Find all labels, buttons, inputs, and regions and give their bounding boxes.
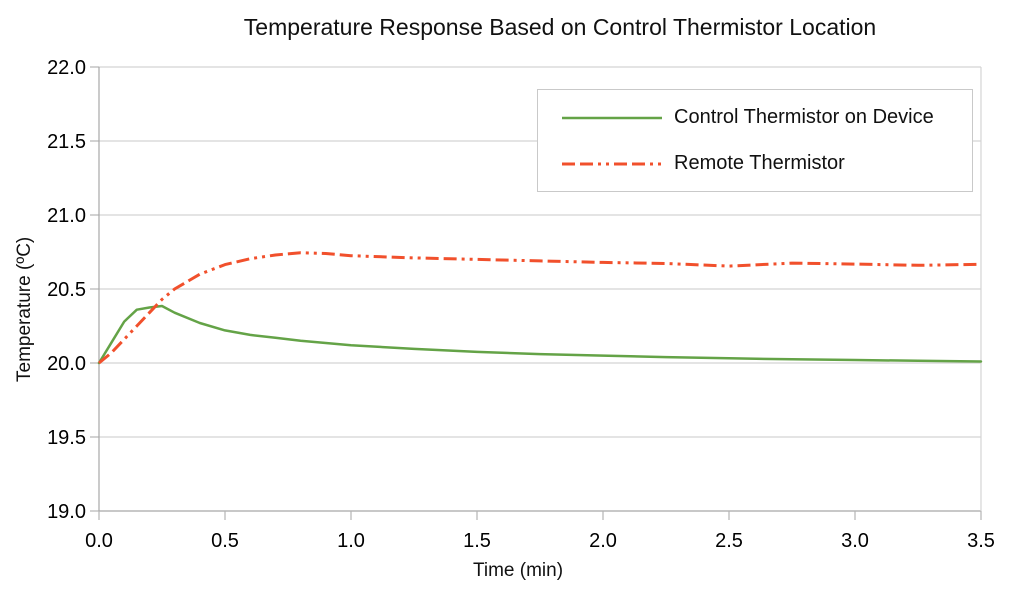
x-tick-label: 3.0 xyxy=(841,530,869,552)
x-tick-label: 0.0 xyxy=(85,530,113,552)
series-line-1 xyxy=(98,251,982,365)
x-tick-label: 1.5 xyxy=(463,530,491,552)
y-tick-label: 19.0 xyxy=(47,501,86,523)
y-tick-label: 21.5 xyxy=(47,131,86,153)
x-tick-label: 2.5 xyxy=(715,530,743,552)
legend-line-control-icon xyxy=(562,116,662,119)
legend-label-control: Control Thermistor on Device xyxy=(674,106,934,128)
y-axis-title: Temperature (ºC) xyxy=(14,236,35,383)
y-tick-label: 19.5 xyxy=(47,427,86,449)
legend-label-remote: Remote Thermistor xyxy=(674,152,845,174)
y-tick-label: 20.0 xyxy=(47,353,86,375)
y-tick-label: 20.5 xyxy=(47,279,86,301)
x-axis-title: Time (min) xyxy=(472,560,564,581)
y-tick-label: 21.0 xyxy=(47,205,86,227)
x-tick-label: 0.5 xyxy=(211,530,239,552)
legend-line-remote-icon xyxy=(562,162,662,165)
y-tick-label: 22.0 xyxy=(47,57,86,79)
series-line-0 xyxy=(97,304,983,365)
x-tick-label: 3.5 xyxy=(967,530,995,552)
legend: Control Thermistor on Device Remote Ther… xyxy=(537,89,973,192)
chart-title: Temperature Response Based on Control Th… xyxy=(243,14,877,40)
legend-item-remote: Remote Thermistor xyxy=(561,150,972,178)
x-tick-label: 2.0 xyxy=(589,530,617,552)
legend-item-control: Control Thermistor on Device xyxy=(561,104,972,132)
x-tick-label: 1.0 xyxy=(337,530,365,552)
